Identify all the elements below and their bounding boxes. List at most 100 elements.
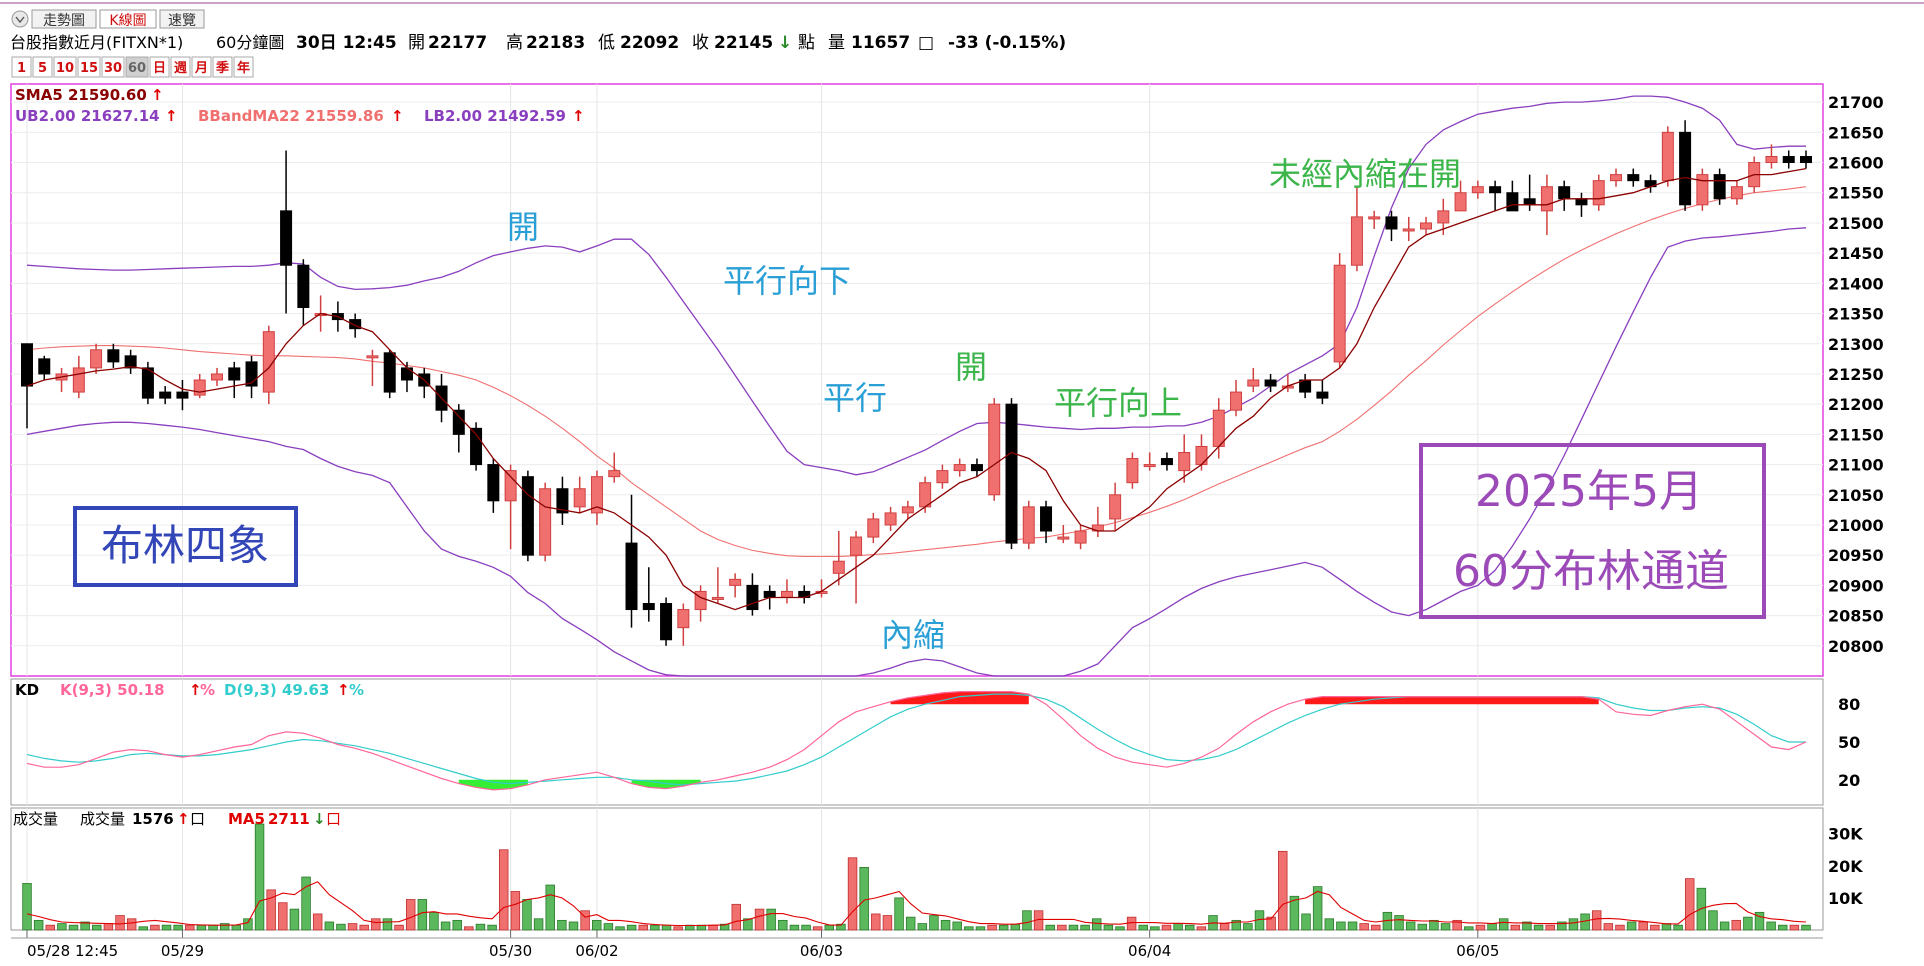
candle-body [763,590,776,598]
candle [72,355,85,399]
volume-ma5-line [26,881,1807,927]
period-button[interactable] [11,56,32,78]
volume-bar [1266,916,1276,931]
kd-tick-label: 20 [1838,771,1860,790]
volume-bar [92,924,102,931]
candle [1126,452,1139,489]
volume-panel [10,807,1824,931]
volume-bar [1231,919,1241,931]
period-button-label: 60 [128,61,146,76]
volume-bar [301,876,311,931]
price-tick-label: 20900 [1828,576,1884,595]
volume-bar [1347,921,1358,931]
kd-oversold-fill [631,779,701,789]
candle-body [746,584,759,611]
tab-1[interactable] [99,9,157,29]
price-tick-label: 21150 [1828,425,1884,444]
candle-body [1471,186,1484,194]
candle-body [159,391,172,399]
volume-bar [219,923,230,931]
volume-bar [80,921,90,931]
volume-bar [882,915,893,931]
candle [832,531,845,586]
candle-body [1800,155,1812,164]
sma-legend: SMA5 21590.60 [15,86,147,104]
annotation-open-1: 開 [507,208,539,246]
volume-tick-label: 20K [1828,857,1863,876]
candle [124,349,137,374]
tab-label: 走勢圖 [43,13,85,29]
period-button[interactable] [212,56,233,78]
d-legend: D(9,3) 49.63 [224,681,329,699]
volume-bar [1161,924,1172,931]
period-button[interactable] [191,56,212,78]
period-button[interactable] [53,56,77,78]
k-legend: K(9,3) 50.18 [60,681,165,699]
candle-body [694,590,707,611]
volume-bar [964,926,974,931]
volume-bar [847,857,858,931]
period-button[interactable] [77,56,101,78]
volume-bar [1022,910,1032,931]
bollinger-lower-line [26,227,1807,677]
candle-body [1074,530,1087,544]
volume-bar [417,899,428,931]
candle [1679,120,1692,211]
candle-body [280,210,293,266]
period-button[interactable] [233,56,254,78]
candle [539,482,552,562]
candle [1074,524,1087,550]
candle-body [107,349,120,363]
period-button-label: 週 [174,61,187,76]
period-button[interactable] [32,56,53,78]
volume-bar [103,923,114,931]
candle-body [1195,445,1208,466]
candle [1005,398,1018,550]
candle [521,470,534,562]
candle-body [38,358,51,375]
period-button[interactable] [125,56,149,78]
mid-legend: BBandMA22 21559.86 [198,107,384,125]
volume-bar [1615,924,1625,931]
period-button[interactable] [170,56,191,78]
volume-bar [1091,918,1102,931]
period-button-label: 年 [237,60,250,76]
volume-bar [929,915,939,931]
volume-bar [336,923,346,931]
volume-bar [1057,924,1067,931]
candle-body [1040,506,1053,532]
volume-bar [917,923,928,931]
annotation-open-2: 開 [955,348,987,386]
candle-body [711,596,724,600]
price-tick-label: 20850 [1828,607,1884,626]
period-button[interactable] [101,56,125,78]
volume-bar [371,918,381,931]
volume-bar [1626,921,1637,931]
volume-bar [754,908,765,931]
tab-0[interactable] [31,9,97,29]
candle-body [487,464,500,502]
candle-body [884,512,897,526]
candle-body [1160,458,1173,466]
volume-bar [1289,895,1300,931]
price-legend: SMA5 21590.60 ↑ UB2.00 21627.14 ↑ BBandM… [15,86,585,125]
period-button[interactable] [149,56,170,78]
tab-2[interactable] [159,9,205,29]
mid-up-arrow-icon: ↑ [391,107,404,125]
volume-bar [812,926,823,931]
volume-bar [615,926,625,931]
candle-body [1661,131,1674,182]
candle [660,597,673,646]
candle-body [1696,174,1709,206]
candle-body [383,352,396,393]
volume-bar [1278,850,1288,931]
price-tick-label: 21050 [1828,486,1884,505]
tab-label: K線圖 [109,13,146,29]
candle-body [953,464,966,472]
candle [1160,452,1173,471]
candle-body [660,603,673,641]
candle [210,367,223,387]
menu-dropdown-icon[interactable] [11,10,29,28]
volume-bar [1452,919,1462,931]
candle-body [1109,494,1122,520]
